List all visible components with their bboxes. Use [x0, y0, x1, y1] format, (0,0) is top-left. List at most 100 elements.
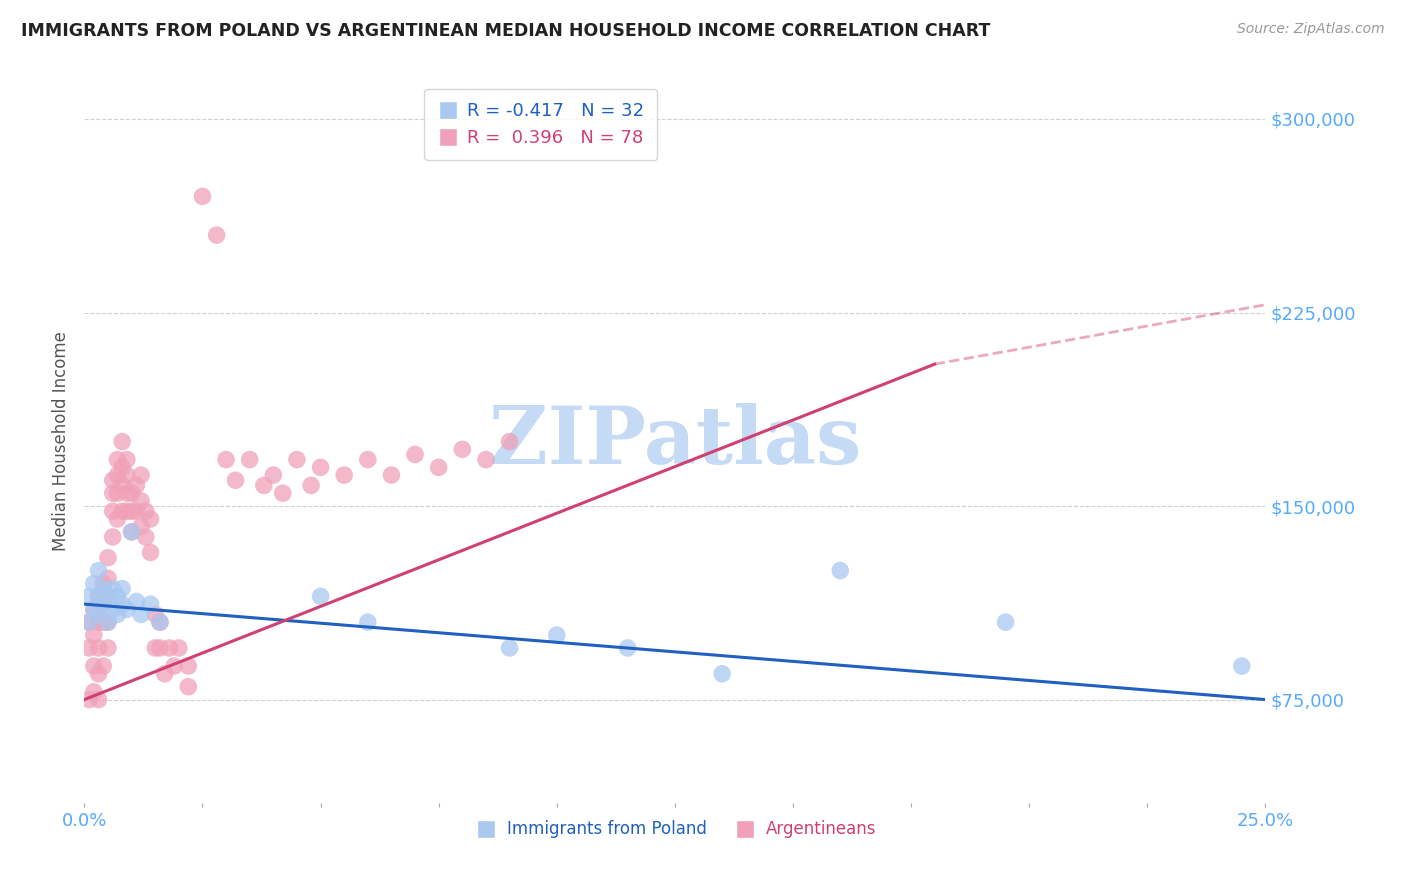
Point [177, 659, 200, 673]
Point [87, 640, 110, 655]
Point [87, 564, 110, 578]
Point [177, 680, 200, 694]
Point [129, 607, 152, 622]
Point [91, 597, 114, 611]
Point [139, 545, 162, 559]
Point [107, 512, 129, 526]
Point [111, 478, 134, 492]
Point [87, 590, 110, 604]
Point [357, 615, 380, 630]
Point [87, 607, 110, 622]
Point [121, 524, 143, 539]
Point [498, 434, 520, 449]
Point [830, 564, 852, 578]
Point [451, 442, 474, 457]
Text: ZIPatlas: ZIPatlas [489, 402, 860, 481]
Point [380, 468, 402, 483]
Point [83, 628, 105, 642]
Point [115, 486, 138, 500]
Point [475, 452, 498, 467]
Point [135, 530, 157, 544]
Point [143, 607, 166, 622]
Point [83, 576, 105, 591]
Point [111, 597, 134, 611]
Point [191, 189, 214, 203]
Point [91, 576, 114, 591]
Point [157, 640, 180, 655]
Point [107, 486, 129, 500]
Point [333, 468, 356, 483]
Point [107, 468, 129, 483]
Point [149, 640, 172, 655]
Point [711, 666, 734, 681]
Point [299, 478, 322, 492]
Point [546, 628, 568, 642]
Point [83, 659, 105, 673]
Point [129, 468, 152, 483]
Point [253, 478, 276, 492]
Point [121, 524, 143, 539]
Point [97, 590, 120, 604]
Point [97, 640, 120, 655]
Point [616, 640, 638, 655]
Point [107, 607, 129, 622]
Point [111, 504, 134, 518]
Point [271, 486, 294, 500]
Point [143, 640, 166, 655]
Point [149, 615, 172, 630]
Point [153, 666, 176, 681]
Point [357, 452, 380, 467]
Point [111, 460, 134, 475]
Point [125, 478, 148, 492]
Point [285, 452, 308, 467]
Point [101, 504, 124, 518]
Point [101, 602, 124, 616]
Point [111, 434, 134, 449]
Point [87, 615, 110, 630]
Point [101, 530, 124, 544]
Point [129, 494, 152, 508]
Point [139, 597, 162, 611]
Point [129, 519, 152, 533]
Text: IMMIGRANTS FROM POLAND VS ARGENTINEAN MEDIAN HOUSEHOLD INCOME CORRELATION CHART: IMMIGRANTS FROM POLAND VS ARGENTINEAN ME… [21, 22, 990, 40]
Point [97, 590, 120, 604]
Point [115, 504, 138, 518]
Point [97, 550, 120, 565]
Point [77, 615, 100, 630]
Point [125, 504, 148, 518]
Point [115, 468, 138, 483]
Point [111, 582, 134, 596]
Point [139, 512, 162, 526]
Point [101, 582, 124, 596]
Point [77, 615, 100, 630]
Point [91, 582, 114, 596]
Point [101, 486, 124, 500]
Point [163, 659, 186, 673]
Point [97, 615, 120, 630]
Point [205, 228, 228, 243]
Point [101, 473, 124, 487]
Point [87, 692, 110, 706]
Point [121, 504, 143, 518]
Point [994, 615, 1017, 630]
Point [309, 590, 332, 604]
Point [77, 590, 100, 604]
Point [91, 615, 114, 630]
Point [97, 615, 120, 630]
Point [135, 504, 157, 518]
Point [115, 452, 138, 467]
Point [149, 615, 172, 630]
Text: Source: ZipAtlas.com: Source: ZipAtlas.com [1237, 22, 1385, 37]
Point [167, 640, 190, 655]
Point [215, 452, 238, 467]
Point [309, 460, 332, 475]
Point [83, 602, 105, 616]
Point [262, 468, 284, 483]
Point [91, 597, 114, 611]
Point [225, 473, 247, 487]
Point [404, 447, 426, 461]
Point [239, 452, 262, 467]
Point [97, 571, 120, 585]
Point [107, 590, 129, 604]
Point [77, 640, 100, 655]
